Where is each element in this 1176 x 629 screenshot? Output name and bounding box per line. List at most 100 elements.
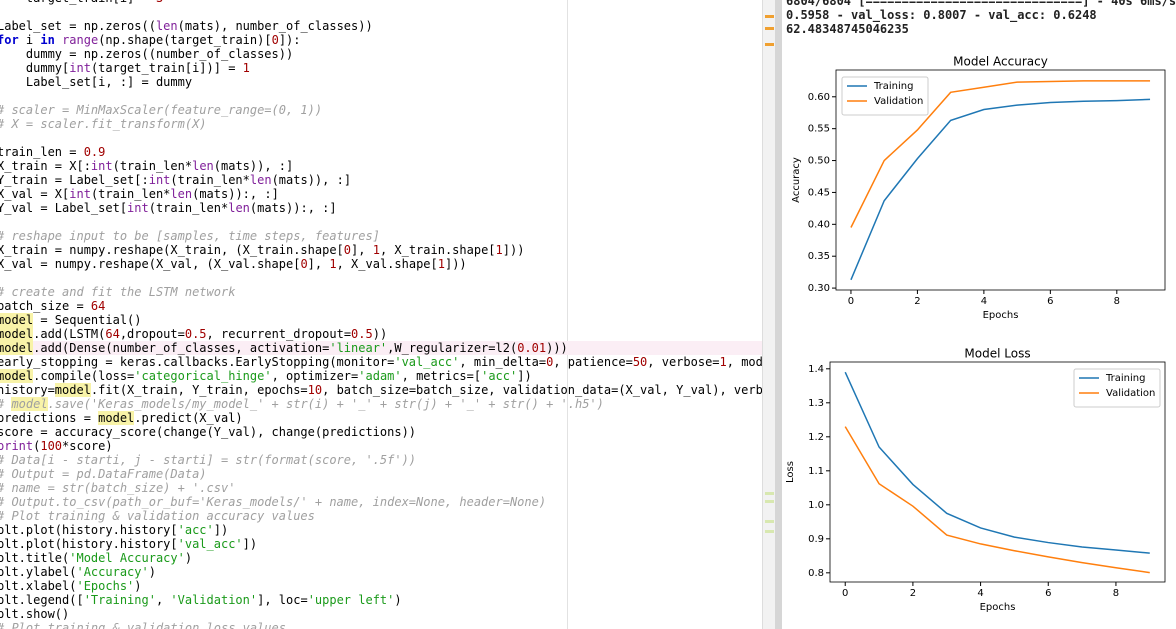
console-line: 62.48348745046235	[786, 22, 909, 36]
code-line: # scaler = MinMaxScaler(feature_range=(0…	[0, 103, 323, 117]
code-line: model = Sequential()	[0, 313, 762, 327]
legend: Training Validation	[841, 76, 929, 116]
plot-panel	[782, 40, 1176, 629]
code-line: # X = scaler.fit_transform(X)	[0, 117, 207, 131]
series-line	[844, 426, 1150, 574]
y-tick-label: 0.9	[808, 534, 824, 545]
code-line: Label_set = np.zeros((len(mats), number_…	[0, 19, 373, 33]
x-tick-label: 4	[981, 296, 987, 307]
code-line: # Data[i - starti, j - starti] = str(for…	[0, 453, 417, 467]
code-line: batch_size = 64	[0, 299, 106, 313]
code-line: # create and fit the LSTM network	[0, 285, 236, 299]
y-tick-label: 0.60	[808, 92, 830, 103]
code-line: Y_train = Label_set[:int(train_len*len(m…	[0, 173, 352, 187]
code-line: for i in range(np.shape(target_train)[0]…	[0, 33, 301, 47]
marker	[765, 520, 774, 523]
code-line: predictions = model.predict(X_val)	[0, 411, 243, 425]
x-tick-label: 4	[977, 588, 983, 599]
code-line: # reshape input to be [samples, time ste…	[0, 229, 380, 243]
y-tick-label: 0.8	[808, 568, 824, 579]
y-tick-label: 1.0	[808, 500, 824, 511]
code-line: X_train = numpy.reshape(X_train, (X_trai…	[0, 243, 525, 257]
x-tick-label: 2	[910, 588, 916, 599]
code-line: plt.legend(['Training', 'Validation'], l…	[0, 593, 402, 607]
code-line: score = accuracy_score(change(Y_val), ch…	[0, 425, 417, 439]
code-editor: target_train[i] = 3 Label_set = np.zeros(…	[0, 0, 762, 629]
plot-frame	[835, 69, 1166, 291]
code-line: model.compile(loss='categorical_hinge', …	[0, 369, 762, 383]
code-line: train_len = 0.9	[0, 145, 106, 159]
code-line: # name = str(batch_size) + '.csv'	[0, 481, 236, 495]
y-axis-label: Loss	[785, 461, 796, 483]
marker	[765, 15, 774, 18]
code-line: model.add(Dense(number_of_classes, activ…	[0, 341, 762, 355]
code-line: # Plot training & validation loss values	[0, 621, 286, 629]
code-line: plt.ylabel('Accuracy')	[0, 565, 156, 579]
x-tick-label: 8	[1114, 296, 1120, 307]
code-line: # model.save('Keras_models/my_model_' + …	[0, 397, 604, 411]
code-line: target_train[i] = 3	[0, 0, 762, 5]
code-line: Label_set[i, :] = dummy	[0, 75, 193, 89]
code-line: plt.plot(history.history['val_acc'])	[0, 537, 258, 551]
y-tick-label: 0.40	[808, 219, 830, 230]
code-line: # Output = pd.DataFrame(Data)	[0, 467, 207, 481]
legend-label: Validation	[1106, 388, 1155, 399]
plot-frame	[829, 361, 1166, 583]
y-tick-label: 0.35	[808, 251, 830, 262]
splitter[interactable]	[775, 0, 782, 629]
x-axis-label: Epochs	[983, 310, 1019, 321]
code-line: dummy = np.zeros((number_of_classes))	[0, 47, 294, 61]
y-tick-label: 0.55	[808, 124, 830, 135]
console-line: 0.5958 - val_loss: 0.8007 - val_acc: 0.6…	[786, 8, 1097, 22]
y-tick-label: 1.2	[808, 432, 824, 443]
marker	[765, 500, 774, 503]
print-margin	[567, 0, 568, 629]
y-tick-label: 0.30	[808, 283, 830, 294]
overview-ruler	[762, 0, 776, 629]
marker	[765, 27, 774, 30]
code-line: Y_val = Label_set[int(train_len*len(mats…	[0, 201, 337, 215]
code-line: plt.plot(history.history['acc'])	[0, 523, 229, 537]
legend: Training Validation	[1073, 368, 1161, 408]
y-tick-label: 0.45	[808, 187, 830, 198]
x-tick-label: 2	[914, 296, 920, 307]
code-line: X_val = X[int(train_len*len(mats)):, :]	[0, 187, 279, 201]
y-tick-label: 1.3	[808, 398, 824, 409]
x-tick-label: 6	[1045, 588, 1051, 599]
code-line: # Output.to_csv(path_or_buf='Keras_model…	[0, 495, 547, 509]
console-output: 6804/6804 [=============================…	[786, 0, 1176, 40]
marker	[765, 43, 774, 46]
legend-label: Validation	[874, 96, 923, 107]
code-line: X_train = X[:int(train_len*len(mats)), :…	[0, 159, 294, 173]
code-line: plt.title('Model Accuracy')	[0, 551, 193, 565]
code-line: X_val = numpy.reshape(X_val, (X_val.shap…	[0, 257, 467, 271]
x-tick-label: 8	[1113, 588, 1119, 599]
y-tick-label: 0.50	[808, 156, 830, 167]
series-line	[850, 80, 1151, 228]
series-line	[844, 371, 1150, 554]
x-axis-label: Epochs	[980, 602, 1016, 613]
legend-label: Training	[873, 81, 913, 92]
y-axis-label: Accuracy	[791, 157, 802, 203]
code-line: # Plot training & validation accuracy va…	[0, 509, 315, 523]
chart-title: Model Accuracy	[953, 55, 1048, 69]
code-line: model.add(LSTM(64,dropout=0.5, recurrent…	[0, 327, 762, 341]
code-line: dummy[int(target_train[i])] = 1	[0, 61, 250, 75]
marker	[765, 492, 774, 495]
console-line: 6804/6804 [=============================…	[786, 0, 1176, 8]
code-line: plt.xlabel('Epochs')	[0, 579, 142, 593]
x-tick-label: 0	[842, 588, 848, 599]
y-tick-label: 1.4	[808, 364, 824, 375]
code-line: print(100*score)	[0, 439, 113, 453]
y-tick-label: 1.1	[808, 466, 824, 477]
legend-label: Training	[1105, 373, 1145, 384]
x-tick-label: 6	[1047, 296, 1053, 307]
marker	[765, 530, 774, 533]
code-line: history=model.fit(X_train, Y_train, epoc…	[0, 383, 762, 397]
chart-title: Model Loss	[964, 347, 1030, 361]
code-line: early_stopping = keras.callbacks.EarlySt…	[0, 355, 762, 369]
x-tick-label: 0	[848, 296, 854, 307]
series-line	[850, 98, 1151, 281]
